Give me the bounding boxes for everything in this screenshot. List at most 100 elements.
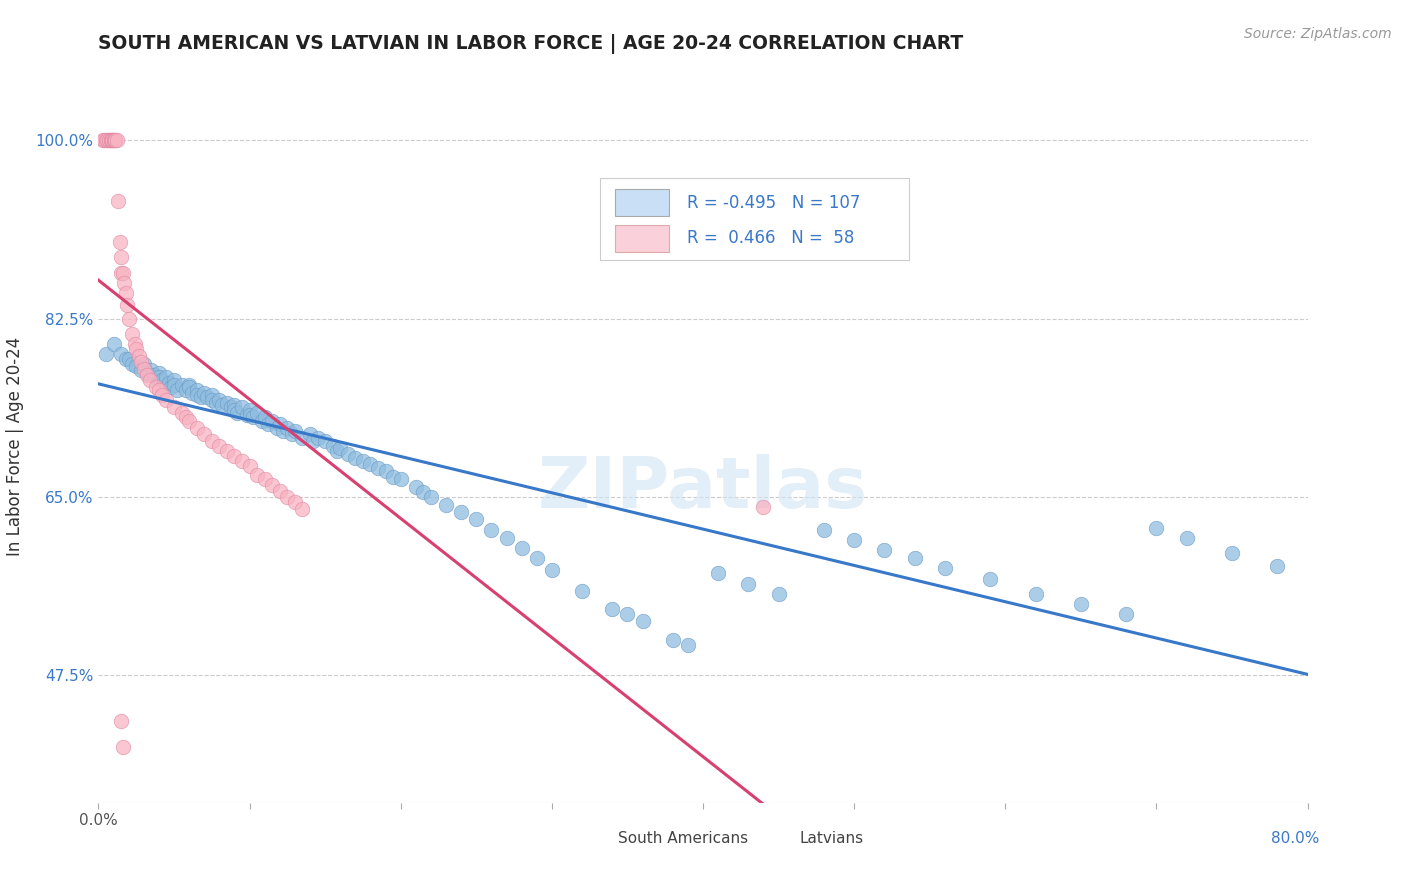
Point — [314, 434, 336, 448]
Point — [150, 388, 173, 402]
Point — [110, 266, 132, 280]
Point — [526, 551, 548, 566]
Point — [145, 369, 167, 384]
Point — [148, 366, 170, 380]
Point — [110, 347, 132, 361]
Point — [221, 401, 243, 415]
Text: R =  0.466   N =  58: R = 0.466 N = 58 — [688, 229, 855, 247]
Point — [155, 369, 177, 384]
Point — [481, 523, 503, 537]
Point — [148, 369, 170, 384]
Point — [170, 377, 193, 392]
Point — [174, 410, 197, 425]
Point — [873, 543, 896, 558]
Point — [115, 298, 138, 312]
Point — [495, 531, 517, 545]
FancyBboxPatch shape — [614, 189, 669, 216]
Text: 80.0%: 80.0% — [1271, 831, 1320, 847]
Point — [132, 358, 155, 372]
Point — [98, 133, 121, 147]
Point — [322, 439, 344, 453]
Point — [190, 390, 212, 404]
Point — [256, 417, 278, 431]
Point — [181, 386, 204, 401]
Text: Source: ZipAtlas.com: Source: ZipAtlas.com — [1244, 27, 1392, 41]
Point — [412, 484, 434, 499]
FancyBboxPatch shape — [614, 225, 669, 252]
Point — [420, 490, 443, 504]
Point — [707, 566, 730, 581]
Point — [205, 396, 228, 410]
Point — [269, 417, 291, 431]
Point — [844, 533, 866, 547]
Point — [246, 406, 269, 420]
Point — [186, 420, 208, 434]
Point — [160, 380, 183, 394]
Point — [250, 413, 273, 427]
Point — [163, 401, 186, 415]
Point — [1115, 607, 1137, 622]
Point — [103, 337, 125, 351]
Point — [112, 276, 135, 290]
Point — [602, 602, 624, 616]
Point — [510, 541, 533, 555]
Point — [104, 133, 127, 147]
Point — [108, 235, 131, 249]
Point — [104, 133, 127, 147]
Point — [224, 403, 246, 417]
Point — [768, 587, 790, 601]
Point — [201, 388, 224, 402]
Point — [148, 383, 170, 397]
Point — [118, 352, 141, 367]
Y-axis label: In Labor Force | Age 20-24: In Labor Force | Age 20-24 — [7, 336, 24, 556]
Point — [616, 607, 638, 622]
Point — [231, 454, 253, 468]
Point — [121, 358, 143, 372]
Text: ZIPatlas: ZIPatlas — [538, 454, 868, 524]
Point — [239, 459, 262, 474]
Point — [242, 410, 264, 425]
Point — [465, 512, 488, 526]
Point — [224, 449, 246, 463]
Point — [159, 376, 181, 390]
Point — [224, 398, 246, 412]
Point — [163, 373, 186, 387]
Point — [91, 133, 114, 147]
Point — [179, 377, 201, 392]
Point — [262, 413, 284, 427]
Point — [434, 498, 457, 512]
Point — [1070, 597, 1092, 611]
Point — [111, 739, 134, 754]
Point — [253, 410, 276, 425]
Point — [110, 251, 132, 265]
Point — [367, 461, 389, 475]
Point — [239, 409, 262, 423]
Point — [676, 638, 699, 652]
Point — [307, 431, 329, 445]
Point — [540, 563, 562, 577]
Point — [163, 377, 186, 392]
Point — [125, 342, 148, 356]
Point — [450, 505, 472, 519]
FancyBboxPatch shape — [546, 828, 600, 849]
Point — [246, 467, 269, 482]
Point — [374, 465, 396, 479]
Point — [179, 413, 201, 427]
Point — [269, 483, 291, 498]
Point — [813, 523, 835, 537]
Point — [326, 444, 349, 458]
Point — [211, 398, 233, 412]
Text: Latvians: Latvians — [800, 830, 863, 846]
Point — [94, 347, 117, 361]
Point — [186, 383, 208, 397]
Point — [291, 502, 314, 516]
Point — [231, 401, 253, 415]
Point — [631, 615, 654, 629]
Point — [193, 386, 215, 401]
Point — [129, 355, 152, 369]
Point — [235, 409, 257, 423]
Point — [737, 576, 759, 591]
Point — [262, 477, 284, 491]
Point — [128, 349, 150, 363]
Point — [1024, 587, 1046, 601]
